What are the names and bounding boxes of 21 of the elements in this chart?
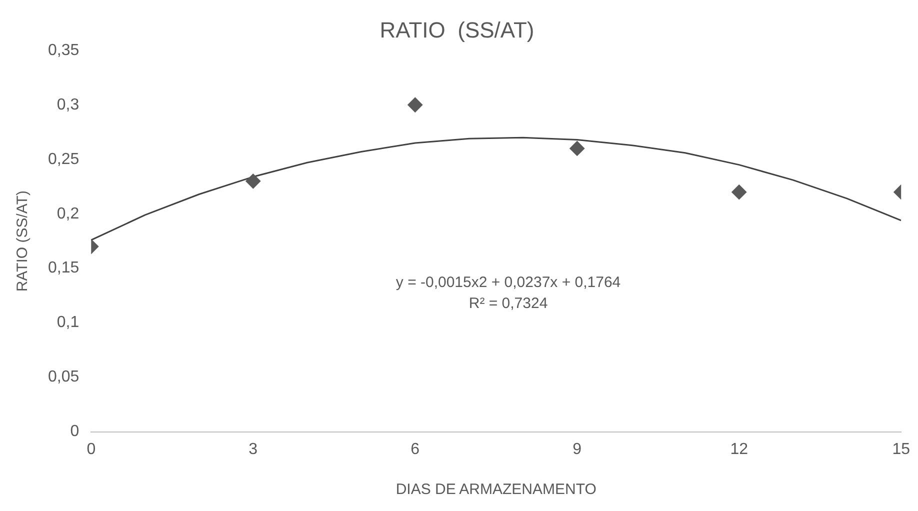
point [570,140,585,156]
y-tick-label: 0,3 [56,96,80,114]
x-tick-label: 3 [248,440,258,458]
y-tick-label: 0,2 [56,205,80,222]
y-tick-label: 0 [70,423,80,440]
annotation: y = -0,0015x2 + 0,0237x + 0,1764 [396,274,621,292]
x-axis-title: DIAS DE ARMAZENAMENTO [396,481,596,498]
y-tick-label: 0,05 [48,368,80,386]
x-tick-label: 15 [892,440,910,458]
y-tick-label: 0,25 [48,150,80,168]
y-tick-label: 0,1 [56,314,80,332]
x-tick-label: 9 [572,440,582,458]
y-tick-label: 0,35 [48,42,80,59]
x-tick-label: 0 [86,440,96,458]
chart-title: RATIO (SS/AT) [380,17,534,42]
x-tick-label: 12 [730,440,748,458]
x-tick-label: 6 [410,440,420,458]
y-tick-label: 0,15 [48,260,80,277]
y-axis-title: RATIO (SS/AT) [14,190,32,292]
point [408,97,423,112]
annotation: R² = 0,7324 [468,295,548,312]
